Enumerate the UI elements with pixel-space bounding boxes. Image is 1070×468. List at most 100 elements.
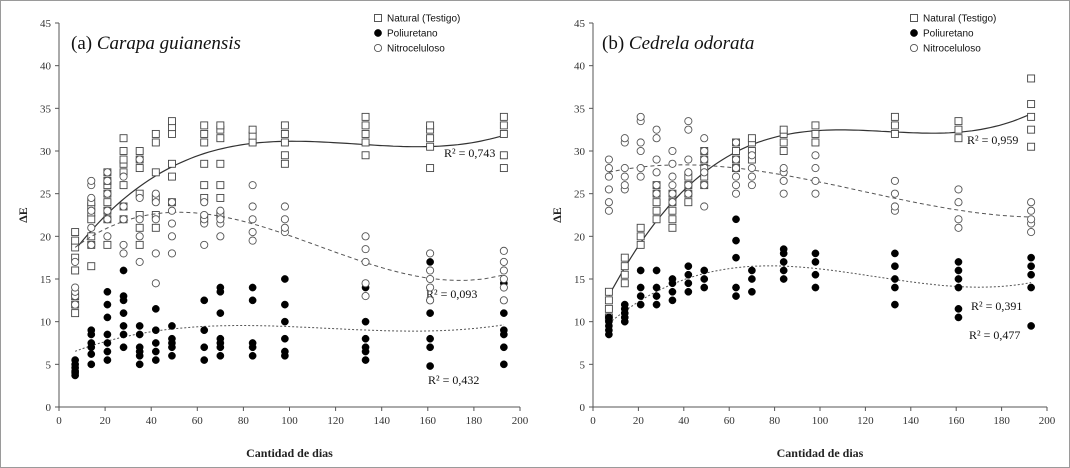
data-point-poliuretano: [500, 326, 508, 335]
data-point-nitroceluloso: [87, 223, 96, 232]
data-point-poliuretano: [684, 279, 693, 288]
data-point-natural-testigo: [426, 164, 435, 173]
data-point-nitroceluloso: [668, 198, 677, 207]
data-point-natural-testigo: [499, 164, 508, 173]
data-point-nitroceluloso: [87, 206, 96, 215]
data-point-poliuretano: [732, 215, 740, 224]
legend: Natural (Testigo) Poliuretano Nitrocelulos…: [373, 14, 460, 55]
legend-label-poliuretano: Poliuretano: [387, 29, 438, 40]
data-point-nitroceluloso: [200, 198, 209, 207]
legend-marker-natural-testigo: [910, 14, 918, 22]
data-point-poliuretano: [748, 275, 756, 283]
data-point-poliuretano: [500, 309, 508, 317]
trend-line-poliuretano: [74, 324, 504, 352]
data-point-natural-testigo: [167, 159, 176, 168]
data-point-poliuretano: [119, 343, 128, 352]
data-point-nitroceluloso: [636, 172, 645, 181]
data-point-poliuretano: [954, 313, 963, 322]
data-point-nitroceluloso: [779, 176, 788, 185]
data-point-poliuretano: [151, 305, 160, 313]
data-point-nitroceluloso: [499, 274, 508, 284]
y-tick-label: 10: [40, 317, 52, 329]
data-point-nitroceluloso: [103, 232, 112, 241]
data-point-poliuretano: [119, 330, 128, 339]
data-point-poliuretano: [652, 283, 661, 292]
y-tick-label: 0: [46, 402, 52, 414]
r2-label-natural-testigo: R² = 0,743: [444, 146, 495, 160]
data-point-poliuretano: [891, 275, 899, 283]
data-point-nitroceluloso: [811, 151, 820, 160]
data-point-poliuretano: [87, 339, 96, 347]
data-point-nitroceluloso: [700, 202, 709, 211]
data-point-poliuretano: [135, 330, 144, 339]
data-point-poliuretano: [71, 356, 79, 364]
data-point-poliuretano: [135, 360, 144, 369]
x-tick-label: 80: [769, 415, 781, 427]
data-point-natural-testigo: [811, 121, 820, 130]
data-point-natural-testigo: [103, 240, 112, 249]
data-point-nitroceluloso: [890, 176, 899, 185]
data-point-nitroceluloso: [87, 193, 96, 202]
data-point-nitroceluloso: [135, 257, 144, 266]
data-point-nitroceluloso: [652, 168, 661, 177]
data-point-nitroceluloso: [747, 181, 756, 190]
data-point-natural-testigo: [200, 121, 209, 130]
data-point-poliuretano: [103, 330, 112, 339]
data-point-natural-testigo: [620, 253, 629, 262]
data-point-poliuretano: [281, 317, 289, 326]
data-point-natural-testigo: [499, 151, 508, 160]
data-point-natural-testigo: [151, 138, 160, 147]
data-point-poliuretano: [811, 283, 820, 292]
data-point-poliuretano: [151, 326, 160, 335]
data-point-nitroceluloso: [103, 189, 112, 198]
data-point-nitroceluloso: [668, 181, 677, 190]
data-point-nitroceluloso: [119, 172, 128, 181]
x-tick-label: 120: [327, 415, 344, 427]
data-point-nitroceluloso: [652, 181, 661, 190]
data-point-nitroceluloso: [200, 240, 209, 249]
data-point-poliuretano: [361, 343, 370, 352]
data-point-poliuretano: [684, 270, 693, 279]
data-point-nitroceluloso: [216, 232, 225, 241]
data-point-poliuretano: [891, 249, 899, 258]
data-point-nitroceluloso: [954, 198, 963, 207]
data-point-nitroceluloso: [620, 134, 629, 143]
data-point-natural-testigo: [151, 223, 160, 232]
x-tick-label: 160: [948, 415, 965, 427]
r2-label-natural-testigo: R² = 0,959: [967, 133, 1018, 147]
data-point-poliuretano: [500, 343, 508, 352]
x-tick-label: 120: [857, 415, 874, 427]
data-point-nitroceluloso: [103, 176, 112, 185]
data-point-poliuretano: [119, 322, 128, 330]
x-tick-label: 200: [1039, 415, 1056, 427]
data-point-poliuretano: [779, 266, 788, 275]
legend-label-nitroceluloso: Nitroceluloso: [923, 44, 981, 55]
data-point-nitroceluloso: [779, 189, 788, 198]
data-point-poliuretano: [248, 296, 257, 305]
data-point-nitroceluloso: [620, 181, 629, 190]
data-point-nitroceluloso: [731, 181, 741, 190]
data-point-poliuretano: [684, 262, 693, 271]
data-point-poliuretano: [151, 356, 160, 364]
data-point-nitroceluloso: [604, 185, 613, 194]
data-point-nitroceluloso: [216, 206, 225, 215]
data-point-nitroceluloso: [1027, 198, 1036, 207]
data-point-nitroceluloso: [426, 266, 435, 275]
legend-marker-nitroceluloso: [373, 43, 383, 53]
data-point-natural-testigo: [135, 147, 144, 155]
x-tick-label: 80: [238, 415, 250, 427]
data-point-nitroceluloso: [135, 215, 144, 224]
data-point-poliuretano: [103, 313, 112, 322]
data-point-nitroceluloso: [103, 206, 112, 215]
data-point-poliuretano: [636, 292, 645, 300]
y-tick-label: 40: [574, 61, 586, 73]
data-point-nitroceluloso: [811, 164, 820, 173]
data-point-poliuretano: [732, 236, 740, 245]
data-point-poliuretano: [500, 360, 508, 369]
data-point-nitroceluloso: [119, 249, 128, 258]
data-point-nitroceluloso: [684, 181, 693, 190]
legend: Natural (Testigo) Poliuretano Nitrocelulos…: [909, 14, 996, 55]
data-point-nitroceluloso: [71, 257, 80, 266]
